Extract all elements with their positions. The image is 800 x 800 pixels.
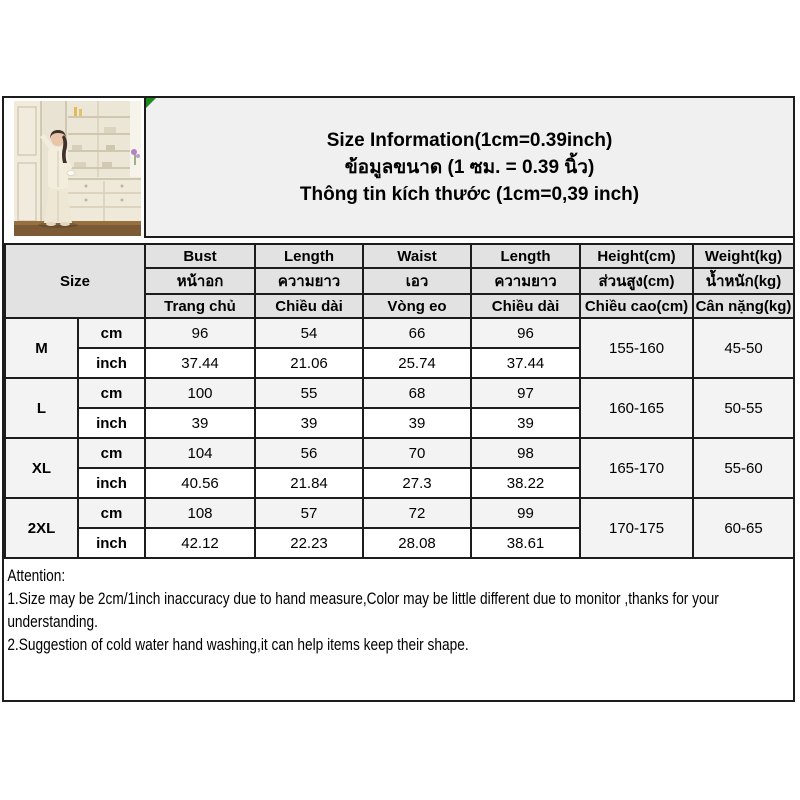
attention-heading: Attention: bbox=[7, 567, 66, 585]
unit-inch: inch bbox=[76, 467, 147, 499]
header-length-en: Length bbox=[254, 243, 365, 269]
header-weight-vi: Cân nặng(kg) bbox=[692, 293, 796, 319]
value-cell: 57 bbox=[254, 497, 365, 529]
title-band: Size Information(1cm=0.39inch) ข้อมูลขนา… bbox=[4, 98, 793, 238]
header-height-vi: Chiều cao(cm) bbox=[579, 293, 695, 319]
header-weight-en: Weight(kg) bbox=[692, 243, 796, 269]
size-label-2xl: 2XL bbox=[4, 497, 79, 559]
value-cell: 104 bbox=[144, 437, 257, 469]
title-thai: ข้อมูลขนาด (1 ซม. = 0.39 นิ้ว) bbox=[344, 156, 595, 178]
value-cell: 66 bbox=[362, 317, 473, 349]
header-height-th: ส่วนสูง(cm) bbox=[579, 267, 695, 295]
unit-cm: cm bbox=[76, 437, 147, 469]
value-cell: 37.44 bbox=[144, 347, 257, 379]
size-chart-panel: Size Information(1cm=0.39inch) ข้อมูลขนา… bbox=[2, 96, 796, 702]
size-label-l: L bbox=[4, 377, 79, 439]
header-length2-en: Length bbox=[470, 243, 582, 269]
height-range-2xl: 170-175 bbox=[579, 497, 695, 559]
value-cell: 99 bbox=[470, 497, 582, 529]
value-cell: 72 bbox=[362, 497, 473, 529]
attention-note-2: 2.Suggestion of cold water hand washing,… bbox=[7, 636, 469, 654]
weight-range-l: 50-55 bbox=[692, 377, 796, 439]
value-cell: 27.3 bbox=[362, 467, 473, 499]
green-corner-marker-icon bbox=[146, 98, 156, 108]
weight-range-m: 45-50 bbox=[692, 317, 796, 379]
size-label-m: M bbox=[4, 317, 79, 379]
header-row-thai: หน้าอก ความยาว เอว ความยาว ส่วนสูง(cm) น… bbox=[5, 267, 796, 295]
size-corner-label: Size bbox=[3, 243, 147, 319]
header-waist-th: เอว bbox=[362, 267, 473, 295]
row-xl-inch: inch 40.56 21.84 27.3 38.22 bbox=[5, 467, 794, 499]
value-cell: 39 bbox=[254, 407, 365, 439]
header-weight-th: น้ำหนัก(kg) bbox=[692, 267, 796, 295]
header-length-vi: Chiều dài bbox=[254, 293, 365, 319]
row-2xl-inch: inch 42.12 22.23 28.08 38.61 bbox=[5, 527, 794, 559]
unit-inch: inch bbox=[76, 527, 147, 559]
value-cell: 54 bbox=[254, 317, 365, 349]
row-l-inch: inch 39 39 39 39 bbox=[5, 407, 794, 439]
value-cell: 98 bbox=[470, 437, 582, 469]
size-table: Size Bust Length Waist Length Height(cm)… bbox=[3, 243, 796, 559]
header-row-vietnamese: Trang chủ Chiều dài Vòng eo Chiều dài Ch… bbox=[5, 293, 796, 319]
value-cell: 42.12 bbox=[144, 527, 257, 559]
size-label-xl: XL bbox=[4, 437, 79, 499]
value-cell: 39 bbox=[362, 407, 473, 439]
title-vietnamese: Thông tin kích thước (1cm=0,39 inch) bbox=[299, 183, 640, 205]
header-length-th: ความยาว bbox=[254, 267, 365, 295]
value-cell: 97 bbox=[470, 377, 582, 409]
band-gap bbox=[4, 238, 793, 243]
header-waist-vi: Vòng eo bbox=[362, 293, 473, 319]
weight-range-2xl: 60-65 bbox=[692, 497, 796, 559]
value-cell: 96 bbox=[470, 317, 582, 349]
value-cell: 38.61 bbox=[470, 527, 582, 559]
value-cell: 68 bbox=[362, 377, 473, 409]
header-waist-en: Waist bbox=[362, 243, 473, 269]
header-height-en: Height(cm) bbox=[579, 243, 695, 269]
header-length2-vi: Chiều dài bbox=[470, 293, 582, 319]
attention-notes: Attention: 1.Size may be 2cm/1inch inacc… bbox=[4, 559, 796, 657]
title-english: Size Information(1cm=0.39inch) bbox=[326, 129, 613, 151]
value-cell: 22.23 bbox=[254, 527, 365, 559]
unit-cm: cm bbox=[76, 497, 147, 529]
product-photo bbox=[14, 101, 141, 236]
value-cell: 39 bbox=[144, 407, 257, 439]
row-m-inch: inch 37.44 21.06 25.74 37.44 bbox=[5, 347, 794, 379]
unit-inch: inch bbox=[76, 347, 147, 379]
size-information-title-cell: Size Information(1cm=0.39inch) ข้อมูลขนา… bbox=[144, 98, 793, 238]
product-photo-cell bbox=[4, 98, 144, 238]
value-cell: 40.56 bbox=[144, 467, 257, 499]
unit-cm: cm bbox=[76, 377, 147, 409]
value-cell: 38.22 bbox=[470, 467, 582, 499]
unit-inch: inch bbox=[76, 407, 147, 439]
value-cell: 70 bbox=[362, 437, 473, 469]
value-cell: 21.84 bbox=[254, 467, 365, 499]
value-cell: 28.08 bbox=[362, 527, 473, 559]
value-cell: 25.74 bbox=[362, 347, 473, 379]
value-cell: 21.06 bbox=[254, 347, 365, 379]
row-2xl-cm: 2XL cm 108 57 72 99 170-175 60-65 bbox=[4, 497, 796, 559]
height-range-xl: 165-170 bbox=[579, 437, 695, 499]
row-xl-cm: XL cm 104 56 70 98 165-170 55-60 bbox=[4, 437, 796, 499]
row-m-cm: M cm 96 54 66 96 155-160 45-50 bbox=[4, 317, 796, 379]
value-cell: 100 bbox=[144, 377, 257, 409]
header-bust-en: Bust bbox=[144, 243, 257, 269]
attention-note-1: 1.Size may be 2cm/1inch inaccuracy due t… bbox=[7, 590, 719, 608]
row-l-cm: L cm 100 55 68 97 160-165 50-55 bbox=[4, 377, 796, 439]
value-cell: 108 bbox=[144, 497, 257, 529]
attention-note-1-cont: understanding. bbox=[7, 613, 98, 631]
value-cell: 56 bbox=[254, 437, 365, 469]
header-row-english: Size Bust Length Waist Length Height(cm)… bbox=[3, 243, 796, 319]
header-bust-vi: Trang chủ bbox=[144, 293, 257, 319]
header-length2-th: ความยาว bbox=[470, 267, 582, 295]
value-cell: 39 bbox=[470, 407, 582, 439]
value-cell: 37.44 bbox=[470, 347, 582, 379]
height-range-l: 160-165 bbox=[579, 377, 695, 439]
value-cell: 96 bbox=[144, 317, 257, 349]
header-bust-th: หน้าอก bbox=[144, 267, 257, 295]
unit-cm: cm bbox=[76, 317, 147, 349]
weight-range-xl: 55-60 bbox=[692, 437, 796, 499]
height-range-m: 155-160 bbox=[579, 317, 695, 379]
value-cell: 55 bbox=[254, 377, 365, 409]
